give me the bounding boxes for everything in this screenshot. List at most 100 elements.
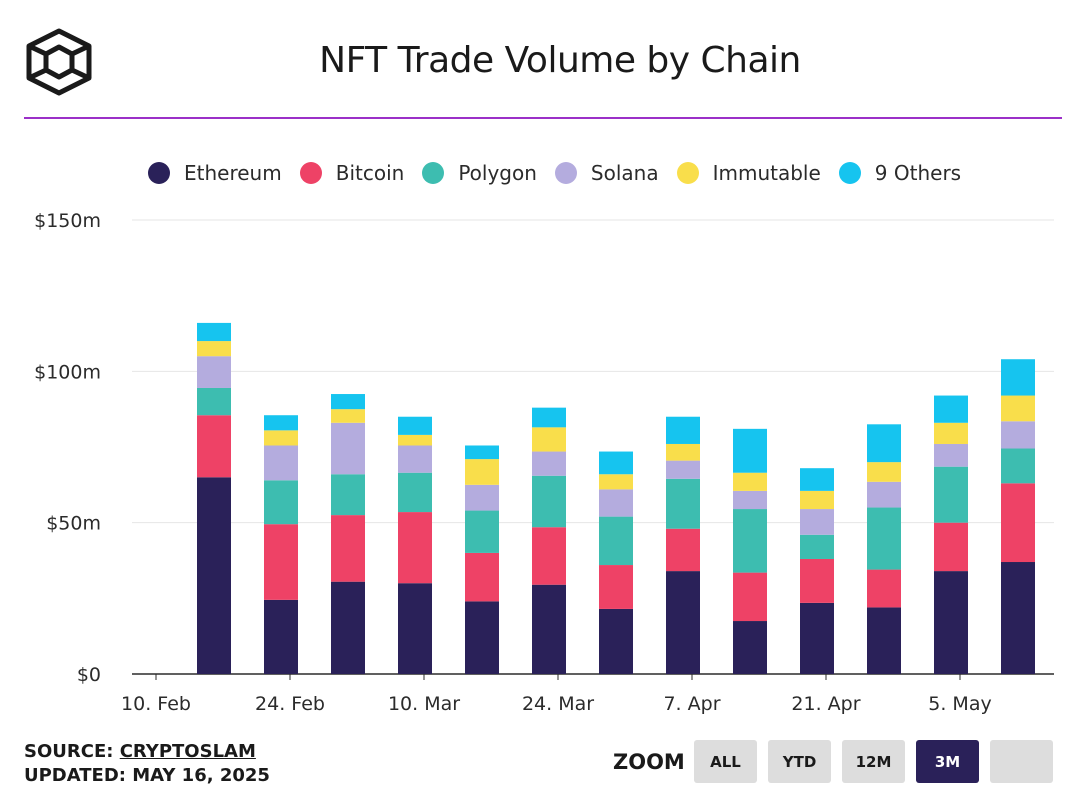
x-tick-label: 10. Feb — [121, 693, 191, 715]
bar-bitcoin[interactable] — [666, 528, 700, 572]
legend-label: Ethereum — [184, 161, 282, 185]
bar-bitcoin[interactable] — [465, 552, 499, 602]
bar-bitcoin[interactable] — [1001, 483, 1035, 563]
bar-polygon[interactable] — [532, 475, 566, 528]
bar-immutable[interactable] — [666, 443, 700, 461]
zoom-ytd-button[interactable]: YTD — [768, 740, 831, 783]
bar-ethereum[interactable] — [666, 571, 700, 674]
bar-solana[interactable] — [934, 443, 968, 467]
bar-immutable[interactable] — [532, 427, 566, 452]
bar-solana[interactable] — [398, 445, 432, 473]
bar-solana[interactable] — [867, 481, 901, 508]
bar-bitcoin[interactable] — [264, 524, 298, 600]
bar-solana[interactable] — [197, 356, 231, 388]
legend-item-ethereum[interactable]: Ethereum — [148, 161, 282, 185]
legend-item-bitcoin[interactable]: Bitcoin — [299, 161, 404, 185]
bar-immutable[interactable] — [599, 474, 633, 490]
bar-9-others[interactable] — [398, 416, 432, 435]
bar-bitcoin[interactable] — [532, 527, 566, 585]
legend-item-solana[interactable]: Solana — [554, 161, 659, 185]
bar-ethereum[interactable] — [465, 601, 499, 674]
bar-polygon[interactable] — [331, 474, 365, 516]
bar-ethereum[interactable] — [264, 599, 298, 674]
legend-item-polygon[interactable]: Polygon — [422, 161, 537, 185]
zoom-all-button[interactable]: ALL — [694, 740, 757, 783]
bar-bitcoin[interactable] — [197, 415, 231, 478]
bar-ethereum[interactable] — [599, 608, 633, 674]
bar-solana[interactable] — [800, 509, 834, 535]
bar-ethereum[interactable] — [197, 477, 231, 674]
bar-immutable[interactable] — [465, 459, 499, 485]
bar-immutable[interactable] — [264, 430, 298, 446]
bar-bitcoin[interactable] — [599, 565, 633, 609]
legend-item-9-others[interactable]: 9 Others — [838, 161, 961, 185]
bar-9-others[interactable] — [197, 322, 231, 342]
bar-polygon[interactable] — [197, 387, 231, 416]
bar-immutable[interactable] — [733, 472, 767, 491]
bar-ethereum[interactable] — [331, 581, 365, 674]
bar-immutable[interactable] — [197, 341, 231, 357]
source-link[interactable]: CRYPTOSLAM — [119, 741, 256, 762]
bar-9-others[interactable] — [264, 415, 298, 431]
bar-solana[interactable] — [465, 484, 499, 511]
bar-polygon[interactable] — [599, 516, 633, 566]
bar-solana[interactable] — [264, 445, 298, 481]
bar-solana[interactable] — [331, 422, 365, 475]
bar-9-others[interactable] — [800, 468, 834, 491]
bar-immutable[interactable] — [1001, 395, 1035, 422]
y-tick-label: $0 — [77, 664, 101, 686]
bar-polygon[interactable] — [465, 510, 499, 553]
bar-immutable[interactable] — [934, 422, 968, 444]
bar-polygon[interactable] — [398, 472, 432, 513]
bar-9-others[interactable] — [867, 424, 901, 463]
zoom-12m-button[interactable]: 12M — [842, 740, 905, 783]
chart-legend: Ethereum Bitcoin Polygon Solana Immutable 9 O… — [148, 158, 979, 188]
bar-bitcoin[interactable] — [800, 558, 834, 603]
bar-immutable[interactable] — [867, 462, 901, 482]
bar-bitcoin[interactable] — [867, 569, 901, 608]
bar-polygon[interactable] — [666, 478, 700, 529]
bar-immutable[interactable] — [800, 490, 834, 510]
bar-ethereum[interactable] — [733, 621, 767, 674]
zoom-3m-button[interactable]: 3M — [916, 740, 979, 783]
bar-bitcoin[interactable] — [331, 515, 365, 582]
legend-label: Solana — [590, 161, 659, 185]
bar-polygon[interactable] — [733, 509, 767, 573]
zoom-custom-button[interactable] — [990, 740, 1053, 783]
x-tick-label: 21. Apr — [791, 693, 860, 715]
bar-bitcoin[interactable] — [733, 572, 767, 622]
bar-polygon[interactable] — [264, 480, 298, 525]
bar-ethereum[interactable] — [1001, 562, 1035, 674]
bar-9-others[interactable] — [465, 445, 499, 460]
bar-ethereum[interactable] — [800, 602, 834, 674]
bar-9-others[interactable] — [599, 451, 633, 475]
bar-immutable[interactable] — [331, 409, 365, 423]
legend-item-immutable[interactable]: Immutable — [676, 161, 821, 185]
bar-polygon[interactable] — [934, 466, 968, 523]
bar-9-others[interactable] — [666, 416, 700, 444]
bar-polygon[interactable] — [867, 507, 901, 570]
title-divider — [24, 117, 1062, 119]
bar-solana[interactable] — [1001, 421, 1035, 449]
bar-solana[interactable] — [532, 451, 566, 476]
bar-ethereum[interactable] — [934, 571, 968, 674]
bar-ethereum[interactable] — [398, 583, 432, 674]
bar-solana[interactable] — [599, 489, 633, 517]
chart-title: NFT Trade Volume by Chain — [319, 40, 801, 81]
bar-9-others[interactable] — [331, 394, 365, 410]
bar-ethereum[interactable] — [867, 607, 901, 674]
x-tick-label: 5. May — [928, 693, 991, 715]
bar-ethereum[interactable] — [532, 584, 566, 674]
bar-polygon[interactable] — [1001, 448, 1035, 484]
bar-solana[interactable] — [733, 490, 767, 510]
bar-9-others[interactable] — [934, 395, 968, 423]
bar-immutable[interactable] — [398, 434, 432, 446]
bar-solana[interactable] — [666, 460, 700, 479]
bar-bitcoin[interactable] — [398, 512, 432, 584]
bar-bitcoin[interactable] — [934, 522, 968, 572]
bar-9-others[interactable] — [733, 428, 767, 473]
bar-9-others[interactable] — [1001, 359, 1035, 396]
bar-polygon[interactable] — [800, 534, 834, 559]
y-tick-label: $50m — [46, 513, 101, 535]
bar-9-others[interactable] — [532, 407, 566, 428]
